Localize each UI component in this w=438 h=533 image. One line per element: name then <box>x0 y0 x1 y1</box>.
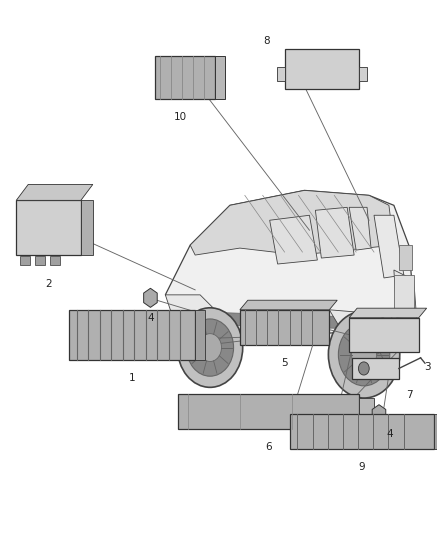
FancyBboxPatch shape <box>352 358 399 379</box>
FancyBboxPatch shape <box>399 245 412 270</box>
Polygon shape <box>215 56 225 99</box>
FancyBboxPatch shape <box>240 310 329 345</box>
FancyBboxPatch shape <box>285 49 359 89</box>
FancyBboxPatch shape <box>290 414 434 449</box>
FancyBboxPatch shape <box>178 394 359 429</box>
FancyBboxPatch shape <box>394 275 414 310</box>
FancyBboxPatch shape <box>16 200 81 255</box>
Text: 4: 4 <box>147 313 154 322</box>
FancyBboxPatch shape <box>50 256 60 264</box>
Polygon shape <box>329 310 404 337</box>
Text: 5: 5 <box>281 358 288 368</box>
Text: 3: 3 <box>424 362 431 372</box>
FancyBboxPatch shape <box>69 310 195 360</box>
Polygon shape <box>315 207 354 258</box>
Circle shape <box>352 340 377 370</box>
FancyBboxPatch shape <box>35 256 45 264</box>
Polygon shape <box>190 190 394 255</box>
Polygon shape <box>349 308 427 318</box>
Polygon shape <box>374 215 404 278</box>
Polygon shape <box>434 414 438 449</box>
Text: 2: 2 <box>45 279 52 289</box>
Circle shape <box>358 362 369 375</box>
FancyBboxPatch shape <box>20 256 30 264</box>
Circle shape <box>177 308 243 387</box>
Text: 7: 7 <box>406 390 413 400</box>
Polygon shape <box>195 310 205 360</box>
Circle shape <box>198 334 222 361</box>
Polygon shape <box>240 300 337 310</box>
Text: 1: 1 <box>129 373 135 383</box>
FancyBboxPatch shape <box>277 67 285 81</box>
Circle shape <box>328 311 400 398</box>
Polygon shape <box>270 215 318 264</box>
Text: 10: 10 <box>174 112 187 122</box>
Polygon shape <box>195 312 389 330</box>
Circle shape <box>339 323 390 386</box>
Circle shape <box>187 319 233 376</box>
Polygon shape <box>165 295 215 330</box>
FancyBboxPatch shape <box>349 318 419 352</box>
Text: 6: 6 <box>265 442 272 453</box>
Text: 9: 9 <box>358 462 365 472</box>
Polygon shape <box>349 207 371 250</box>
Polygon shape <box>165 190 414 335</box>
FancyBboxPatch shape <box>359 398 374 426</box>
FancyBboxPatch shape <box>359 67 367 81</box>
Polygon shape <box>394 270 417 320</box>
Polygon shape <box>16 184 93 200</box>
Text: 4: 4 <box>387 429 393 439</box>
Polygon shape <box>81 200 93 255</box>
FancyBboxPatch shape <box>155 56 215 99</box>
Text: 8: 8 <box>263 36 270 46</box>
